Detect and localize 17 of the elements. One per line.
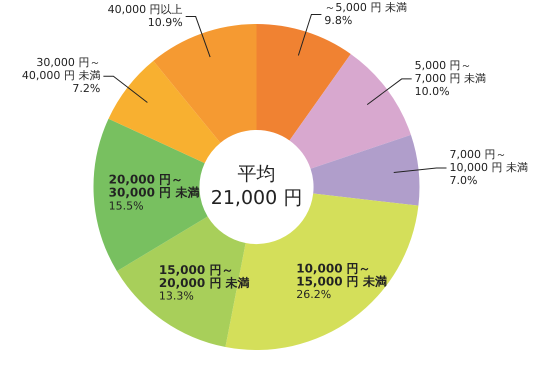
slice-label: 15,000 円～ 20,000 円 未満	[158, 262, 250, 290]
slice-label: 30,000 円～ 40,000 円 未満	[22, 56, 100, 82]
text: 平均 21,000 円	[210, 162, 302, 209]
data-label: 10.0%	[414, 84, 450, 98]
data-label: 7.0%	[449, 174, 478, 187]
slice-label: 7,000 円～ 10,000 円 未満	[449, 148, 528, 174]
slice-label: 40,000 円以上	[108, 2, 183, 16]
slice-label: 5,000 円～ 7,000 円 未満	[414, 58, 486, 85]
data-label: 7.2%	[72, 82, 100, 96]
data-label: 15.5%	[108, 199, 144, 212]
slice-label: 20,000 円～ 30,000 円 未満	[108, 172, 200, 200]
data-label: 26.2%	[296, 288, 332, 302]
slice-label: ～5,000 円 未満	[324, 0, 407, 14]
data-label: 13.3%	[158, 290, 194, 303]
slice-label: 10,000 円～ 15,000 円 未満	[296, 261, 387, 288]
data-label: 9.8%	[324, 14, 352, 27]
data-label: 10.9%	[148, 16, 183, 29]
